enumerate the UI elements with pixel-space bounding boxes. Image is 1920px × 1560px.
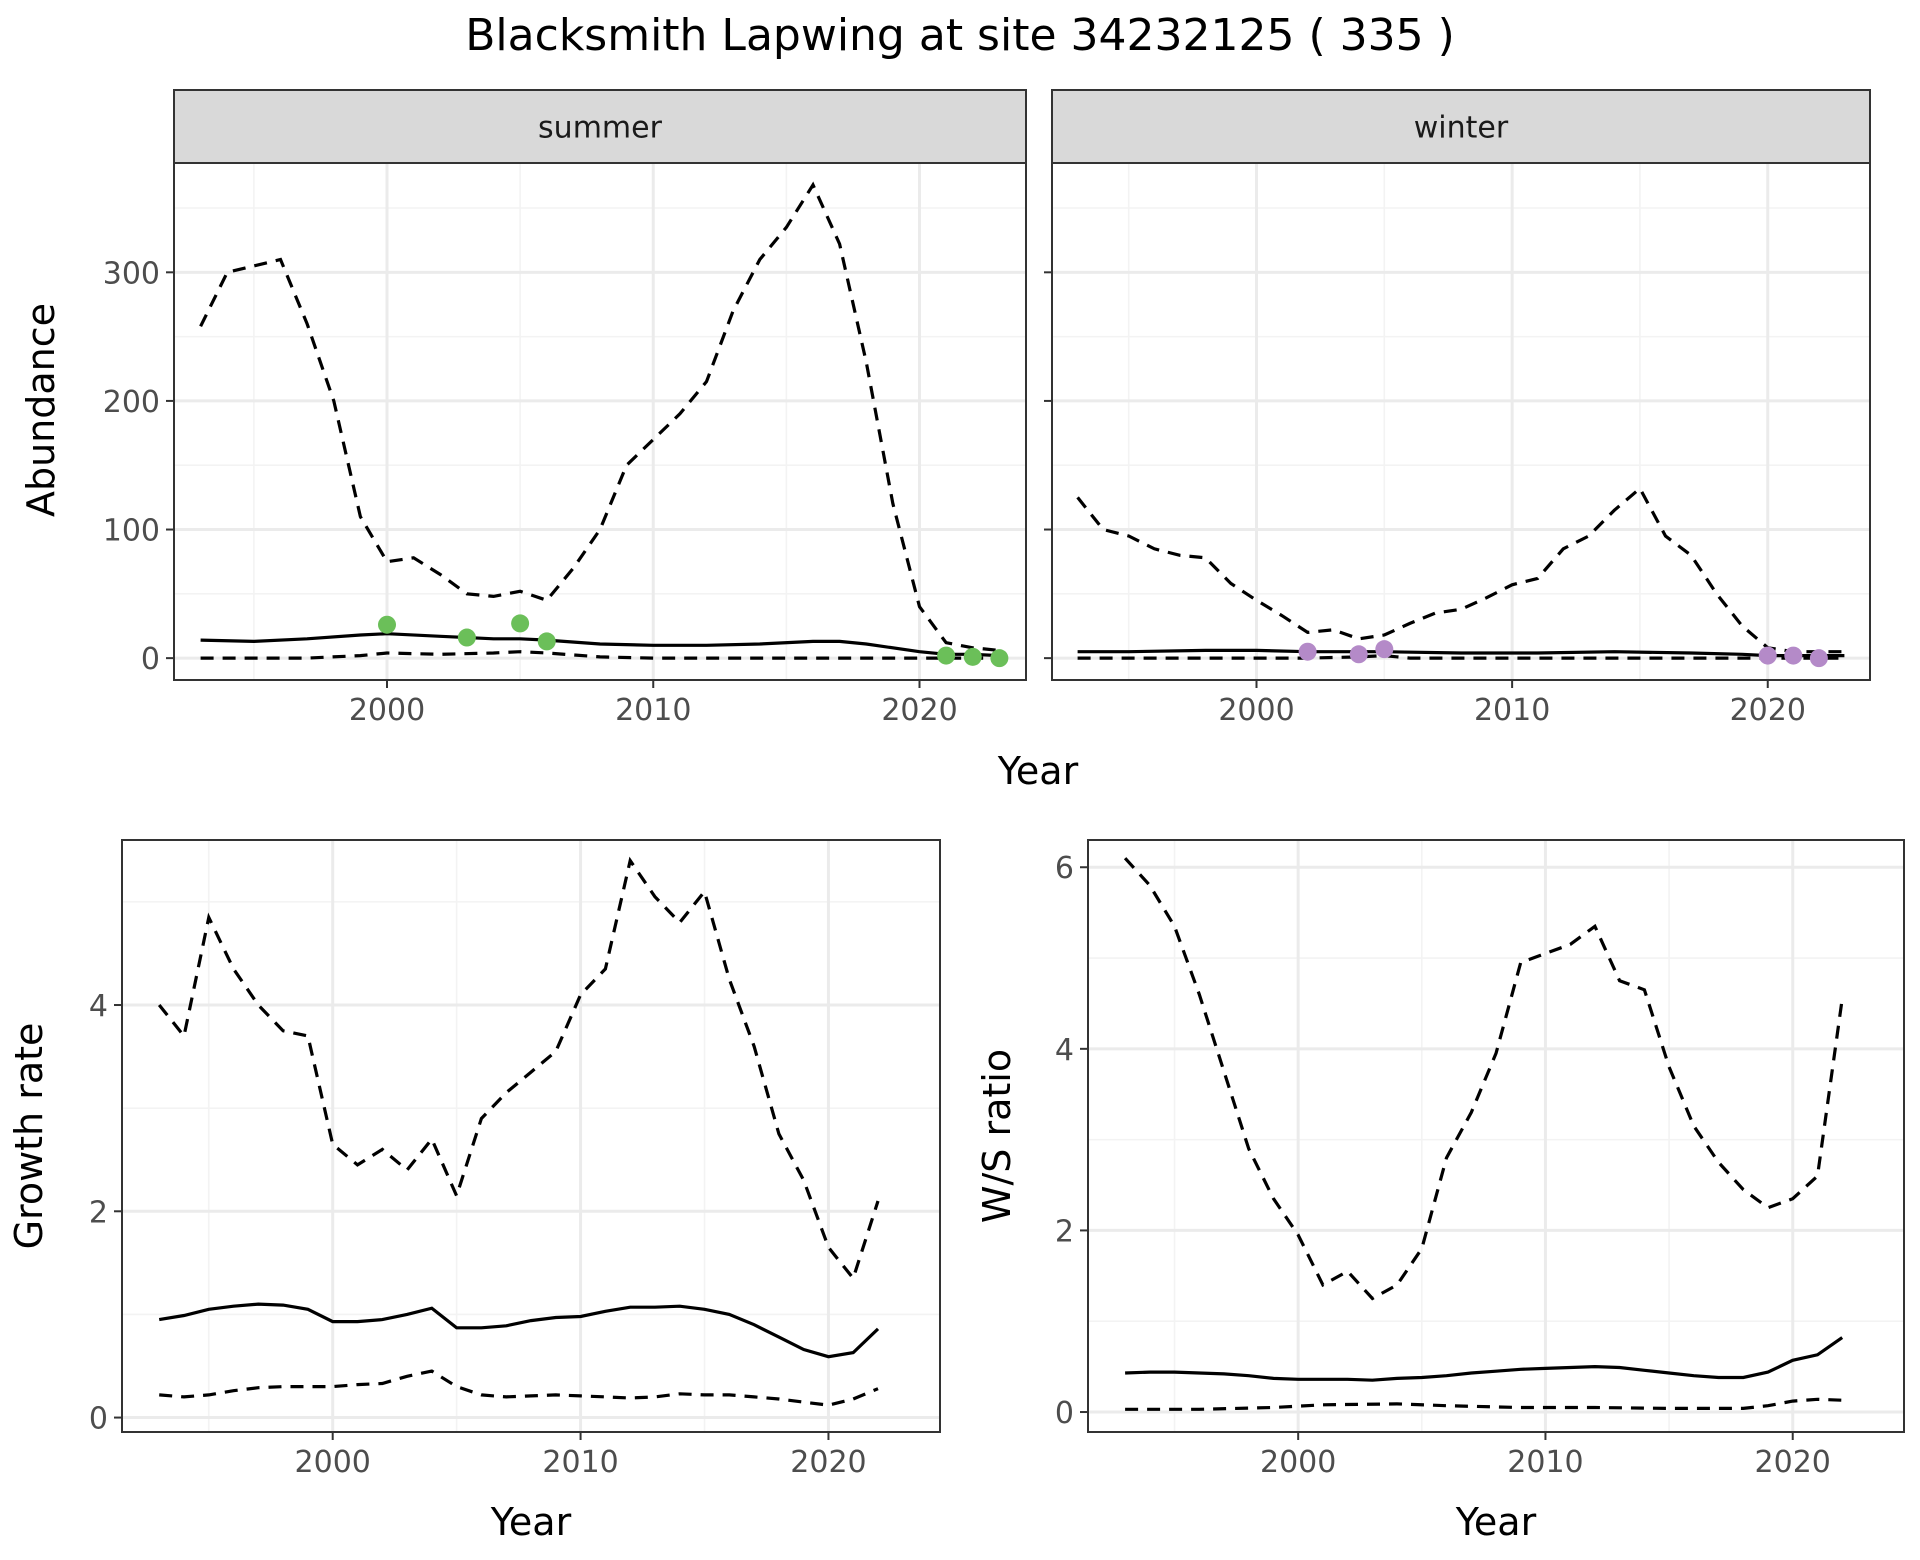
y-tick-label: 0: [89, 1402, 108, 1437]
series-line-lower: [1077, 653, 1845, 660]
panel-background: [1052, 163, 1870, 680]
y-axis-title: Growth rate: [7, 1023, 51, 1250]
x-tick-label: 2010: [542, 1445, 618, 1480]
data-point: [937, 646, 956, 665]
data-point: [378, 615, 396, 634]
x-axis-title: Year: [1455, 1500, 1537, 1544]
panel-background: [122, 840, 940, 1432]
series-line-lower: [159, 1369, 879, 1407]
x-tick-label: 2020: [1755, 1445, 1831, 1480]
figure-title: Blacksmith Lapwing at site 34232125 ( 33…: [465, 10, 1454, 61]
series-line-upper: [157, 856, 880, 1282]
y-tick-label: 300: [103, 256, 160, 291]
series-line-mean: [158, 1302, 880, 1359]
abundance-axis-title: Abundance: [19, 303, 63, 517]
data-point: [1349, 645, 1368, 664]
data-point: [1809, 649, 1828, 668]
growth-rate-panel: 2000 2010 2020 0 2 4 Year Growth rate: [7, 839, 941, 1544]
series-line-lower: [1125, 1397, 1843, 1411]
series-line-upper: [199, 181, 1000, 652]
data-point: [963, 647, 982, 666]
x-tick-label: 2000: [1260, 1445, 1336, 1480]
facet-strip-label: winter: [1414, 111, 1509, 146]
series-line-mean: [200, 632, 1000, 658]
data-point: [537, 632, 556, 651]
y-tick-label: 0: [141, 642, 160, 677]
data-point: [457, 628, 476, 647]
facet-strip-label: summer: [538, 111, 663, 146]
panel-border: [1087, 839, 1905, 1433]
x-axis-title: Year: [490, 1500, 572, 1544]
y-tick-label: 4: [89, 989, 108, 1024]
x-tick-label: 2010: [1474, 693, 1550, 728]
x-tick-label: 2000: [295, 1445, 371, 1480]
x-tick-label: 2000: [349, 693, 425, 728]
facet-strip: [173, 89, 1027, 164]
panel-background: [1088, 840, 1904, 1432]
y-tick-label: 2: [1055, 1214, 1074, 1249]
data-point: [1298, 642, 1317, 661]
x-tick-label: 2000: [1218, 693, 1294, 728]
x-tick-label: 2020: [1730, 693, 1806, 728]
ws-ratio-panel: 2000 2010 2020 0 2 4 6 Year W/S ratio: [975, 839, 1905, 1544]
data-point: [1375, 640, 1394, 659]
x-tick-label: 2010: [615, 693, 691, 728]
y-tick-label: 100: [103, 514, 160, 549]
data-point: [1758, 646, 1777, 665]
summer-panel: summer 2000 2010 2020 0 100 200 300: [103, 89, 1027, 728]
y-tick-label: 2: [89, 1195, 108, 1230]
winter-panel: winter 2000 2010 2020: [1044, 89, 1871, 728]
x-tick-label: 2020: [790, 1445, 866, 1480]
top-row-xlabel: Year: [997, 749, 1079, 793]
series-line-lower: [200, 650, 1000, 660]
y-tick-label: 0: [1055, 1396, 1074, 1431]
x-tick-label: 2020: [881, 693, 957, 728]
series-line-mean: [1125, 1336, 1844, 1382]
data-point: [1784, 646, 1803, 665]
panel-background: [174, 163, 1026, 680]
y-tick-label: 200: [103, 385, 160, 420]
y-tick-label: 6: [1055, 851, 1074, 886]
y-axis-title: W/S ratio: [975, 1049, 1019, 1223]
panel-border: [121, 839, 941, 1433]
data-point: [990, 649, 1009, 668]
data-point: [511, 614, 530, 633]
x-tick-label: 2010: [1507, 1445, 1583, 1480]
y-tick-label: 4: [1055, 1033, 1074, 1068]
abundance-ylabel: Abundance: [19, 303, 63, 517]
facet-strip: [1051, 89, 1871, 164]
series-line-upper: [1123, 857, 1844, 1301]
